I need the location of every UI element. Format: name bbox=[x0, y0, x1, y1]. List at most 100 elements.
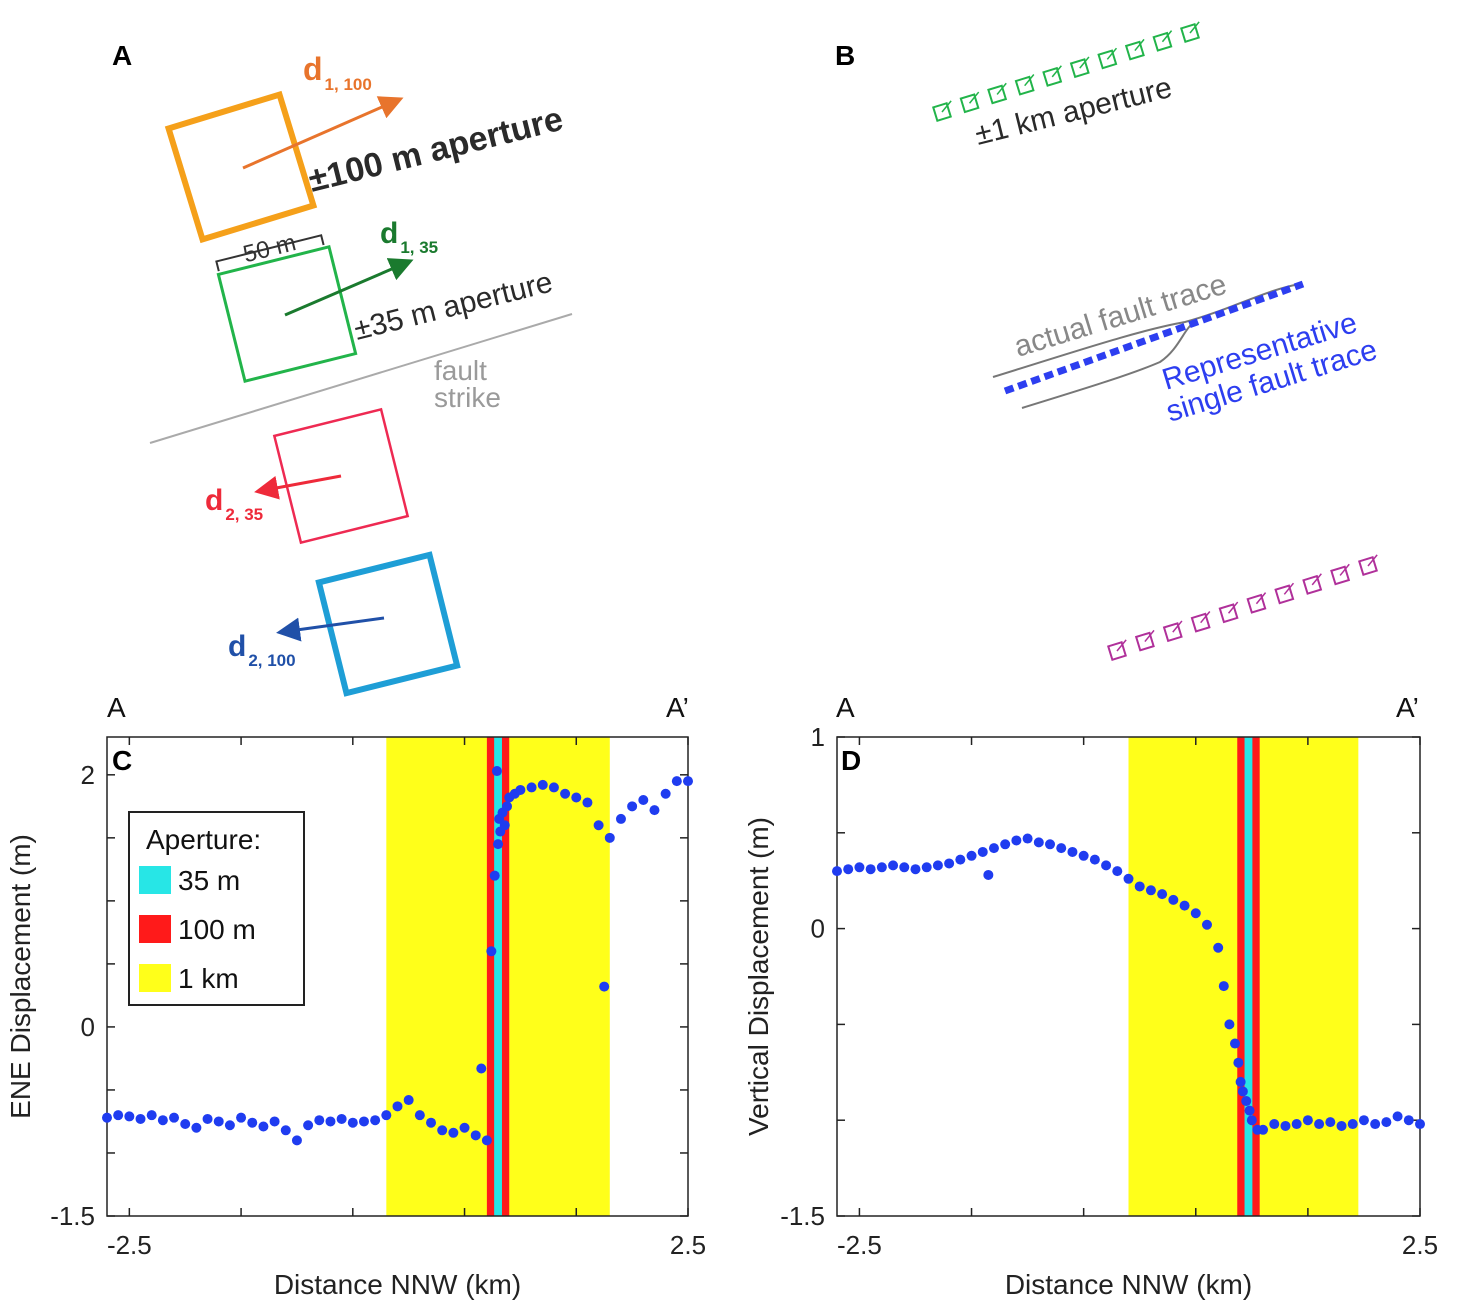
data-point-c bbox=[358, 1116, 369, 1127]
data-point-d bbox=[910, 864, 921, 875]
data-point-d bbox=[1392, 1111, 1403, 1122]
aperture-1km-label: ±1 km aperture bbox=[972, 71, 1176, 152]
panel-c: A A’ -2.5 2.5 -1.5 0 2 Distance NNW (km) ENE D… bbox=[5, 692, 706, 1300]
data-point-d bbox=[1067, 846, 1078, 857]
legend-swatch-100m bbox=[139, 915, 171, 943]
magenta-aperture-box-0 bbox=[1107, 639, 1127, 661]
data-point-d bbox=[1190, 908, 1201, 919]
data-point-c bbox=[236, 1112, 247, 1123]
magenta-box-chain bbox=[1107, 554, 1378, 661]
data-point-d bbox=[1022, 833, 1033, 844]
data-point-d bbox=[1045, 839, 1056, 850]
data-point-d bbox=[1089, 854, 1100, 865]
x-axis-label-d: Distance NNW (km) bbox=[1005, 1269, 1252, 1300]
data-point-c bbox=[486, 946, 497, 957]
x-tick-label-c-0: -2.5 bbox=[107, 1230, 152, 1260]
y-tick-label-c-2: 2 bbox=[81, 760, 95, 790]
chart-c: -2.5 2.5 -1.5 0 2 Distance NNW (km) ENE Displa… bbox=[5, 736, 706, 1300]
data-point-d bbox=[1325, 1117, 1336, 1128]
data-point-d bbox=[832, 866, 842, 877]
data-point-d bbox=[1314, 1119, 1325, 1130]
data-point-c bbox=[476, 1063, 487, 1074]
legend: Aperture: 35 m 100 m 1 km bbox=[128, 811, 305, 1006]
data-point-d bbox=[843, 864, 854, 875]
data-point-c bbox=[124, 1111, 135, 1122]
data-point-d bbox=[977, 846, 988, 857]
data-point-c bbox=[671, 776, 682, 787]
data-point-c bbox=[169, 1112, 180, 1123]
data-point-c bbox=[683, 776, 693, 787]
data-point-d bbox=[854, 862, 865, 873]
arrow-d2-100 bbox=[276, 616, 385, 642]
data-point-c bbox=[414, 1110, 425, 1121]
data-point-c bbox=[571, 792, 582, 803]
fault-strike-label-1: fault bbox=[434, 355, 487, 386]
data-point-d bbox=[1201, 919, 1212, 930]
data-point-c bbox=[470, 1130, 481, 1141]
panel-d-left-label: A bbox=[836, 692, 855, 723]
data-point-d bbox=[1280, 1120, 1291, 1131]
data-point-d bbox=[1157, 889, 1168, 900]
x-tick-label-d-0: -2.5 bbox=[837, 1230, 882, 1260]
panel-d: A A’ -2.5 2.5 -1.5 0 1 Distance NNW (km) Verti… bbox=[743, 692, 1438, 1300]
data-point-d bbox=[1056, 843, 1067, 854]
data-point-c bbox=[515, 784, 526, 795]
data-point-c bbox=[660, 788, 671, 799]
y-tick-label-d-0: -1.5 bbox=[780, 1201, 825, 1231]
data-point-d bbox=[1237, 1086, 1248, 1097]
data-point-c bbox=[526, 782, 537, 793]
data-point-c bbox=[135, 1113, 146, 1124]
data-point-d bbox=[1145, 885, 1156, 896]
data-point-c bbox=[347, 1117, 358, 1128]
green-aperture-box-3 bbox=[1014, 74, 1035, 96]
arrow-d2-35 bbox=[254, 474, 342, 500]
data-point-c bbox=[403, 1095, 414, 1106]
data-point-c bbox=[548, 782, 559, 793]
data-point-c bbox=[291, 1135, 302, 1146]
panel-c-letter: C bbox=[112, 745, 132, 776]
green-aperture-box-9 bbox=[1180, 21, 1200, 43]
data-point-d bbox=[932, 860, 943, 871]
data-point-d bbox=[1269, 1119, 1280, 1130]
data-point-c bbox=[258, 1121, 269, 1132]
panel-b-letter: B bbox=[835, 40, 855, 71]
data-point-c bbox=[370, 1115, 381, 1126]
data-point-d bbox=[1244, 1105, 1255, 1116]
green-aperture-box-7 bbox=[1124, 38, 1145, 61]
label-d1-100: d 1, 100 bbox=[303, 51, 372, 94]
data-point-d bbox=[1291, 1119, 1302, 1130]
data-point-c bbox=[582, 797, 593, 808]
data-point-c bbox=[593, 820, 604, 831]
legend-swatch-35m bbox=[139, 866, 171, 894]
data-point-c bbox=[537, 779, 548, 790]
data-point-c bbox=[325, 1116, 336, 1127]
green-aperture-box-4 bbox=[1042, 65, 1063, 87]
data-point-c bbox=[491, 766, 502, 777]
box-d2-35 bbox=[272, 407, 410, 545]
data-point-d bbox=[921, 862, 932, 873]
data-point-c bbox=[649, 805, 660, 816]
data-point-d bbox=[876, 862, 887, 873]
data-point-d bbox=[988, 843, 999, 854]
data-point-d bbox=[1078, 850, 1089, 861]
magenta-aperture-box-3 bbox=[1190, 611, 1211, 633]
data-point-c bbox=[459, 1122, 470, 1133]
data-point-d bbox=[1179, 900, 1190, 911]
panel-a-letter: A bbox=[112, 40, 132, 71]
data-point-c bbox=[157, 1115, 168, 1126]
data-point-c bbox=[314, 1115, 325, 1126]
plot-frame-d bbox=[836, 736, 1421, 1217]
data-point-c bbox=[269, 1116, 280, 1127]
magenta-aperture-box-9 bbox=[1358, 554, 1378, 576]
green-box-chain bbox=[932, 21, 1200, 122]
data-point-d bbox=[983, 869, 994, 880]
magenta-aperture-box-7 bbox=[1302, 573, 1323, 595]
data-point-c bbox=[448, 1127, 459, 1138]
data-point-d bbox=[1000, 839, 1011, 850]
data-point-c bbox=[392, 1101, 403, 1112]
panel-c-right-label: A’ bbox=[666, 692, 689, 723]
data-point-c bbox=[224, 1120, 235, 1131]
panel-a: A d 1, 100 ±100 m aperture 50 m d 1, 35 ±3… bbox=[112, 40, 573, 697]
data-point-c bbox=[560, 788, 571, 799]
